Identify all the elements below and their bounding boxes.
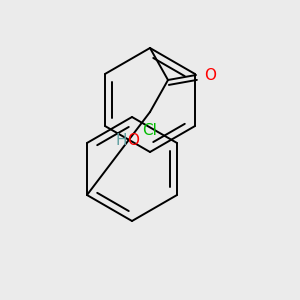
Text: H: H	[116, 133, 127, 148]
Text: O: O	[127, 133, 139, 148]
Text: O: O	[204, 68, 216, 82]
Text: Cl: Cl	[142, 123, 158, 138]
